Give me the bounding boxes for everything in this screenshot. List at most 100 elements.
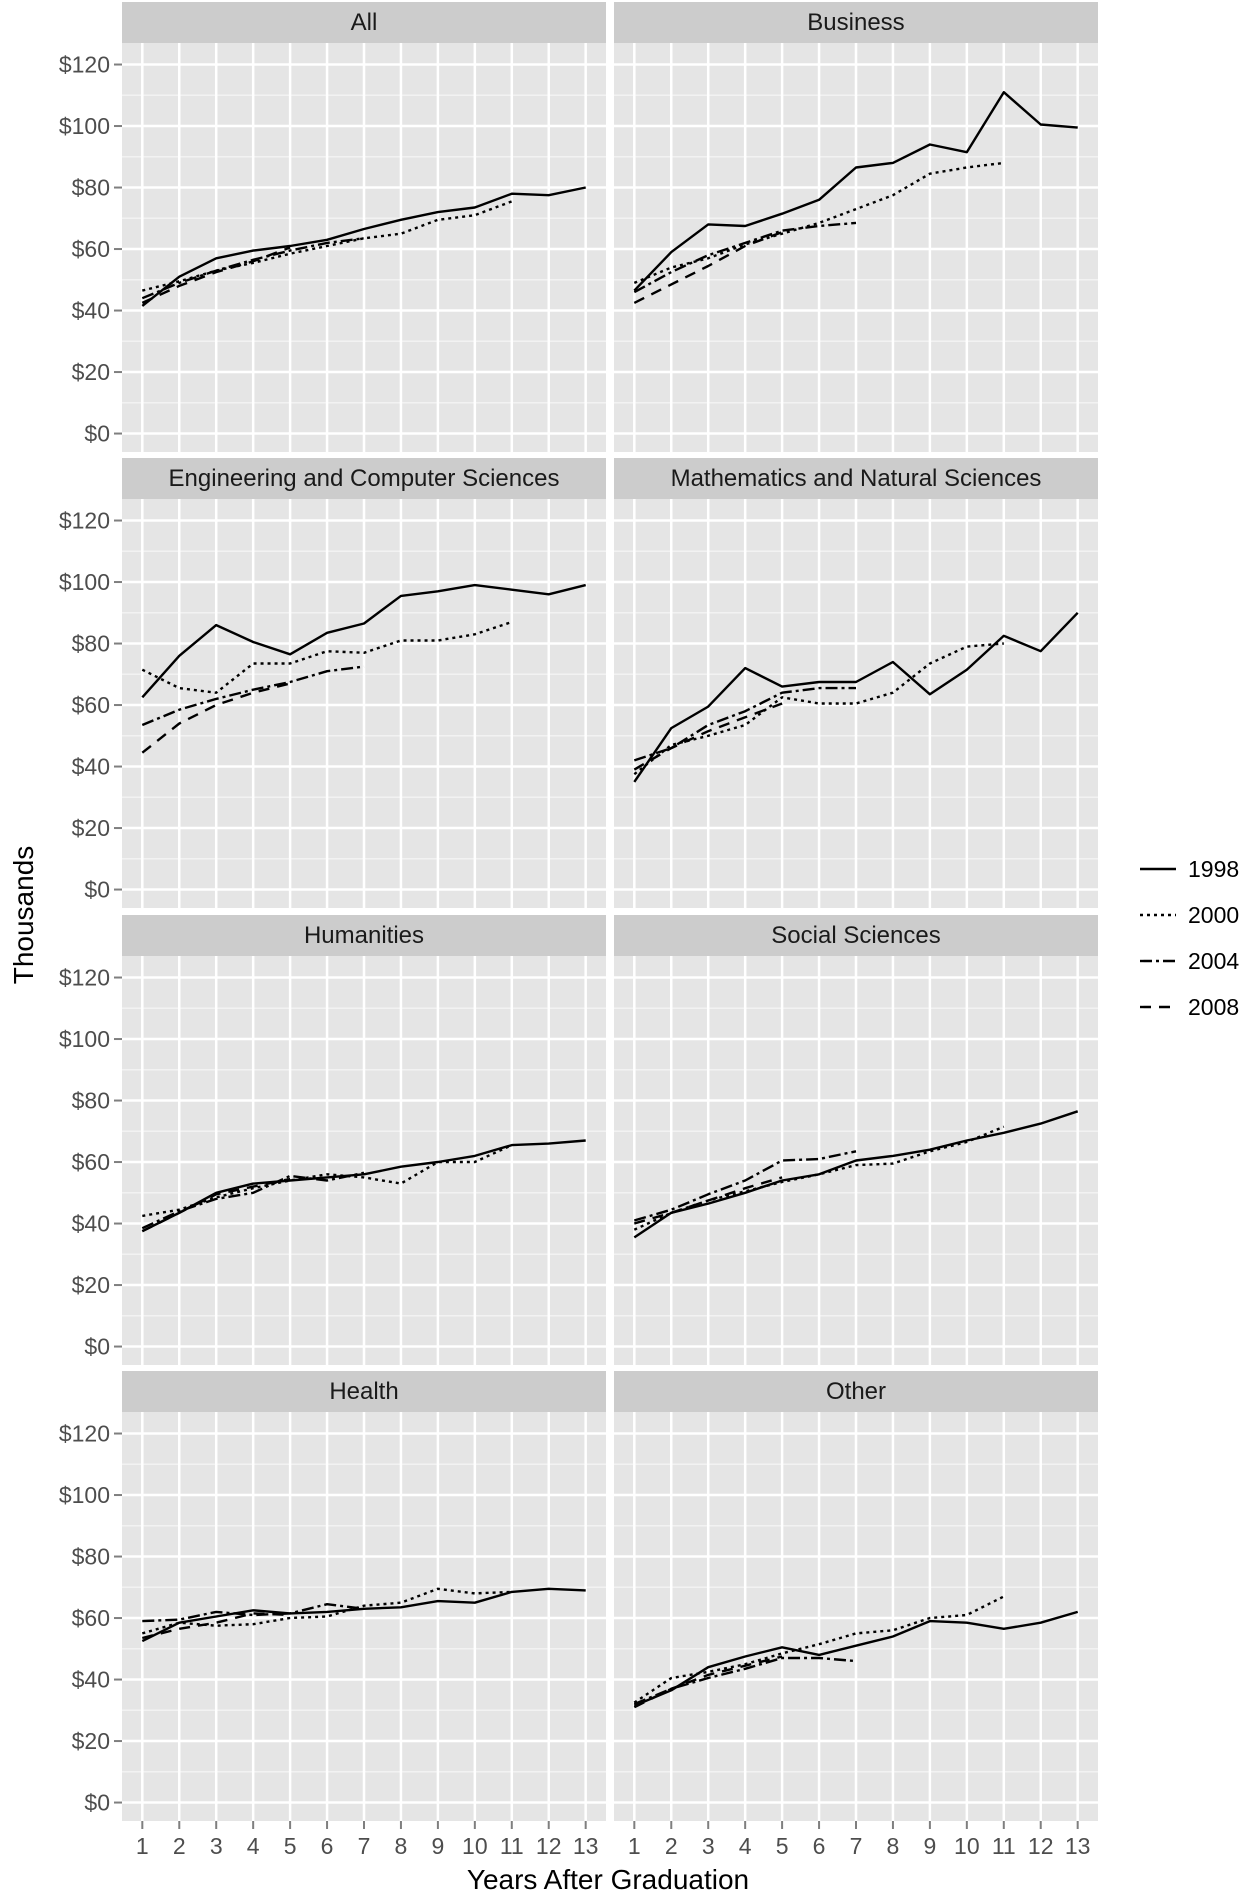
series-line-2004 — [633, 686, 856, 762]
y-tick-label: $120 — [59, 1421, 110, 1447]
x-tick-label: 10 — [462, 1833, 488, 1859]
series-line-1998 — [633, 1610, 1079, 1707]
y-tick-label: $20 — [72, 1728, 110, 1754]
x-tick-label: 4 — [739, 1833, 752, 1859]
y-tick-label: $80 — [72, 175, 110, 201]
series-line-2004 — [142, 1602, 365, 1623]
x-tick-label: 13 — [573, 1833, 599, 1859]
y-tick-label: $80 — [72, 1088, 110, 1114]
x-tick-label: 11 — [500, 1833, 524, 1859]
panel-strip — [122, 2, 606, 43]
panel-strip — [614, 1371, 1098, 1412]
series-line-2004 — [141, 1171, 365, 1230]
x-tick-label: 6 — [813, 1833, 826, 1859]
legend: 1998 2000 2004 2008 — [1140, 856, 1239, 1020]
series-line-2008 — [141, 1177, 291, 1233]
x-tick-label: 5 — [284, 1833, 297, 1859]
panel-title: Social Sciences — [771, 922, 940, 949]
x-tick-label: 7 — [358, 1833, 371, 1859]
y-tick-label: $0 — [84, 1790, 110, 1816]
y-tick-label: $20 — [72, 359, 110, 385]
y-tick-label: $100 — [59, 569, 110, 595]
x-tick-label: 6 — [321, 1833, 334, 1859]
panel-strip — [122, 1371, 606, 1412]
series-line-1998 — [633, 611, 1079, 783]
x-axis-title: Years After Graduation — [467, 1864, 749, 1895]
panel-strip — [614, 458, 1098, 499]
legend-label-1998: 1998 — [1188, 856, 1239, 882]
x-tick-label: 1 — [136, 1833, 149, 1859]
legend-label-2008: 2008 — [1188, 994, 1239, 1020]
panel-title: Health — [329, 1378, 398, 1405]
y-tick-label: $40 — [72, 1667, 110, 1693]
panel-title: Business — [807, 9, 904, 36]
panel-title: Humanities — [304, 922, 424, 949]
panel-strip — [122, 458, 606, 499]
y-tick-label: $0 — [84, 421, 110, 447]
series-line-2004 — [141, 237, 365, 300]
x-tick-label: 1 — [628, 1833, 641, 1859]
x-tick-label: 13 — [1065, 1833, 1091, 1859]
series-line-2000 — [142, 1144, 513, 1218]
series-line-2004 — [633, 1150, 857, 1222]
y-tick-label: $20 — [72, 815, 110, 841]
x-tick-label: 2 — [173, 1833, 186, 1859]
panel-title: Mathematics and Natural Sciences — [671, 465, 1042, 492]
series-line-2000 — [633, 161, 1004, 285]
x-tick-label: 12 — [536, 1833, 562, 1859]
panel-strip — [614, 2, 1098, 43]
y-tick-label: $60 — [72, 1149, 110, 1175]
y-tick-label: $0 — [84, 1334, 110, 1360]
x-tick-label: 9 — [923, 1833, 936, 1859]
y-tick-label: $120 — [59, 52, 110, 78]
y-tick-label: $100 — [59, 113, 110, 139]
panel-3: Mathematics and Natural Sciences — [614, 458, 1098, 908]
x-tick-label: 4 — [247, 1833, 260, 1859]
panel-strip — [614, 915, 1098, 956]
y-tick-label: $100 — [59, 1026, 110, 1052]
series-line-1998 — [141, 583, 586, 699]
x-tick-label: 11 — [992, 1833, 1016, 1859]
series-line-2008 — [633, 702, 783, 771]
x-tick-label: 8 — [887, 1833, 900, 1859]
series-line-2004 — [633, 221, 857, 294]
series-line-1998 — [141, 1139, 586, 1233]
y-tick-label: $120 — [59, 965, 110, 991]
panel-0: All $0 $20 $40 $60 $80 $100 $120 — [59, 2, 606, 452]
panel-title: Other — [826, 1378, 886, 1405]
series-line-2008 — [633, 230, 783, 304]
series-line-1998 — [633, 1110, 1079, 1239]
x-tick-label: 5 — [776, 1833, 789, 1859]
legend-label-2004: 2004 — [1188, 948, 1239, 974]
y-tick-label: $20 — [72, 1272, 110, 1298]
y-tick-label: $100 — [59, 1482, 110, 1508]
series-line-2008 — [633, 1176, 783, 1225]
series-line-2000 — [633, 642, 1004, 776]
y-axis-title: Thousands — [8, 846, 39, 985]
y-tick-label: $0 — [84, 877, 110, 903]
x-tick-label: 2 — [665, 1833, 678, 1859]
panel-title: Engineering and Computer Sciences — [169, 465, 560, 492]
panel-2: Engineering and Computer Sciences $0 $20 $4… — [59, 458, 606, 908]
y-tick-label: $60 — [72, 1605, 110, 1631]
y-tick-label: $40 — [72, 298, 110, 324]
y-tick-label: $80 — [72, 631, 110, 657]
x-tick-label: 3 — [702, 1833, 715, 1859]
panel-4: Humanities $0 $20 $40 $60 $80 $100 $120 — [59, 915, 606, 1365]
panel-strip — [122, 915, 606, 956]
y-tick-label: $80 — [72, 1544, 110, 1570]
series-line-1998 — [633, 90, 1078, 292]
y-tick-label: $120 — [59, 508, 110, 534]
y-tick-label: $60 — [72, 692, 110, 718]
series-line-2008 — [141, 682, 291, 754]
x-tick-label: 8 — [395, 1833, 408, 1859]
x-tick-label: 7 — [850, 1833, 863, 1859]
series-line-2008 — [633, 1655, 783, 1709]
panel-1: Business — [614, 2, 1098, 452]
x-tick-label: 9 — [431, 1833, 444, 1859]
series-line-2004 — [141, 665, 365, 727]
